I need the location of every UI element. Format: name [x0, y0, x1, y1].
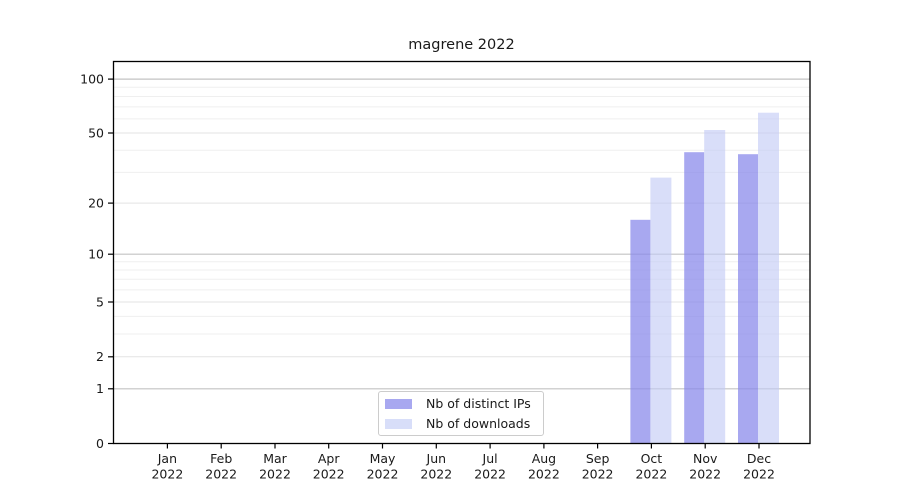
y-tick-label-5: 5: [96, 294, 104, 309]
x-tick-label-jan-2022: Jan 2022: [151, 451, 183, 482]
y-tick-label-0: 0: [96, 436, 104, 451]
y-tick-label-100: 100: [80, 71, 104, 86]
bar-nb-of-distinct-ips-nov-2022[interactable]: [684, 152, 705, 444]
chart-legend: Nb of distinct IPs Nb of downloads: [378, 391, 544, 436]
legend-label-nb-of-distinct-ips: Nb of distinct IPs: [426, 396, 531, 411]
bar-nb-of-downloads-oct-2022[interactable]: [650, 177, 672, 444]
x-tick-label-oct-2022: Oct 2022: [635, 451, 667, 482]
legend-swatch-nb-of-downloads: [385, 418, 412, 429]
bar-nb-of-distinct-ips-oct-2022[interactable]: [630, 219, 651, 444]
x-tick-label-dec-2022: Dec 2022: [743, 451, 775, 482]
y-tick-label-1: 1: [96, 381, 104, 396]
x-tick-label-nov-2022: Nov 2022: [689, 451, 721, 482]
y-tick-label-2: 2: [96, 349, 104, 364]
x-tick-label-feb-2022: Feb 2022: [205, 451, 237, 482]
x-tick-label-jun-2022: Jun 2022: [420, 451, 452, 482]
bar-nb-of-distinct-ips-dec-2022[interactable]: [738, 154, 758, 444]
plot-border: [112, 60, 811, 445]
legend-item-nb-of-downloads[interactable]: Nb of downloads: [385, 414, 543, 434]
x-tick-label-apr-2022: Apr 2022: [313, 451, 345, 482]
x-tick-label-may-2022: May 2022: [367, 451, 399, 482]
x-tick-label-jul-2022: Jul 2022: [474, 451, 506, 482]
x-tick-label-sep-2022: Sep 2022: [582, 451, 614, 482]
bar-nb-of-downloads-nov-2022[interactable]: [704, 130, 726, 444]
legend-item-nb-of-distinct-ips[interactable]: Nb of distinct IPs: [385, 394, 543, 414]
bar-nb-of-downloads-dec-2022[interactable]: [758, 112, 779, 444]
x-tick-label-aug-2022: Aug 2022: [528, 451, 560, 482]
x-tick-label-mar-2022: Mar 2022: [259, 451, 291, 482]
y-tick-label-50: 50: [88, 125, 104, 140]
y-tick-label-10: 10: [88, 247, 104, 262]
legend-swatch-nb-of-distinct-ips: [385, 398, 412, 409]
legend-label-nb-of-downloads: Nb of downloads: [426, 416, 531, 431]
chart-title: magrene 2022: [408, 37, 515, 53]
y-tick-label-20: 20: [88, 195, 104, 210]
